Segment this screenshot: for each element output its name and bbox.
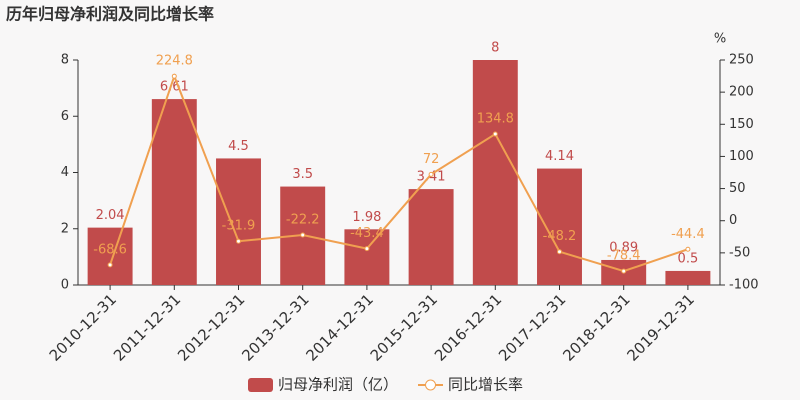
legend-label: 同比增长率 xyxy=(448,376,523,394)
x-tick-label: 2014-12-31 xyxy=(303,290,377,364)
bar xyxy=(537,168,582,285)
y2-tick-label: -50 xyxy=(729,245,750,260)
x-tick-label: 2019-12-31 xyxy=(624,290,698,364)
y-tick-label: 6 xyxy=(61,109,69,124)
line-value-label: -22.2 xyxy=(286,212,320,227)
line xyxy=(109,73,689,273)
line-value-label: 72 xyxy=(423,152,440,167)
legend-swatch xyxy=(248,378,273,392)
line-point xyxy=(300,232,306,238)
line-value-label: -68.6 xyxy=(93,242,127,257)
y2-tick-label: 100 xyxy=(729,149,754,164)
line-value-label: -48.2 xyxy=(543,229,577,244)
x-tick-label: 2012-12-31 xyxy=(174,290,248,364)
bar-value-label: 2.04 xyxy=(96,208,125,223)
line-point xyxy=(364,246,370,252)
bar-value-label: 3.5 xyxy=(292,167,313,182)
y2-tick-label: -100 xyxy=(729,278,759,293)
line-point xyxy=(171,73,177,79)
y-tick-label: 8 xyxy=(61,53,69,68)
legend-swatch-marker xyxy=(425,379,437,391)
x-tick-label: 2013-12-31 xyxy=(238,290,312,364)
x-tick-label: 2018-12-31 xyxy=(559,290,633,364)
bar xyxy=(151,99,197,285)
line-point xyxy=(236,238,241,244)
bar-value-label: 4.14 xyxy=(545,149,574,164)
line-value-label: 224.8 xyxy=(156,54,193,69)
x-tick-label: 2015-12-31 xyxy=(367,290,441,364)
bar-value-label: 0.5 xyxy=(678,251,699,266)
line-point xyxy=(107,262,113,268)
y2-tick-label: 250 xyxy=(729,53,754,68)
y-tick-label: 0 xyxy=(61,278,69,293)
x-tick-label: 2017-12-31 xyxy=(495,290,569,364)
line-point xyxy=(428,171,434,177)
y-tick-label: 4 xyxy=(61,165,69,180)
legend-label: 归母净利润（亿） xyxy=(278,376,398,394)
x-tick-label: 2016-12-31 xyxy=(431,290,505,364)
bar xyxy=(408,189,454,285)
line-value-label: -44.4 xyxy=(671,227,705,242)
chart-title: 历年归母净利润及同比增长率 xyxy=(6,5,214,24)
bar xyxy=(344,229,390,285)
x-tick-label: 2010-12-31 xyxy=(46,290,120,364)
y-tick-label: 2 xyxy=(61,221,69,236)
bar xyxy=(472,60,518,285)
y2-tick-label: 0 xyxy=(729,213,737,228)
line-value-label: -43.4 xyxy=(350,226,384,241)
line-value-label: -31.9 xyxy=(222,219,256,234)
bar xyxy=(87,227,133,285)
bar xyxy=(216,158,261,285)
bar xyxy=(665,270,711,285)
line-point xyxy=(492,131,498,137)
bar-value-label: 1.98 xyxy=(352,210,381,225)
bar-value-label: 0.89 xyxy=(609,240,638,255)
y2-tick-label: 50 xyxy=(729,181,746,196)
y2-tick-label: 150 xyxy=(729,117,754,132)
x-tick-label: 2011-12-31 xyxy=(110,290,184,364)
y2-axis-label: % xyxy=(714,32,726,47)
bar-value-label: 4.5 xyxy=(228,139,249,154)
line-value-label: 134.8 xyxy=(477,112,514,127)
bar-value-label: 6.61 xyxy=(160,80,189,95)
bar-value-label: 8 xyxy=(491,41,499,56)
y2-tick-label: 200 xyxy=(729,85,754,100)
line-point xyxy=(685,246,691,252)
line-point xyxy=(557,249,562,255)
line-value-label: -78.4 xyxy=(607,249,641,264)
line-point xyxy=(621,268,627,274)
bar-value-label: 3.41 xyxy=(417,170,446,185)
